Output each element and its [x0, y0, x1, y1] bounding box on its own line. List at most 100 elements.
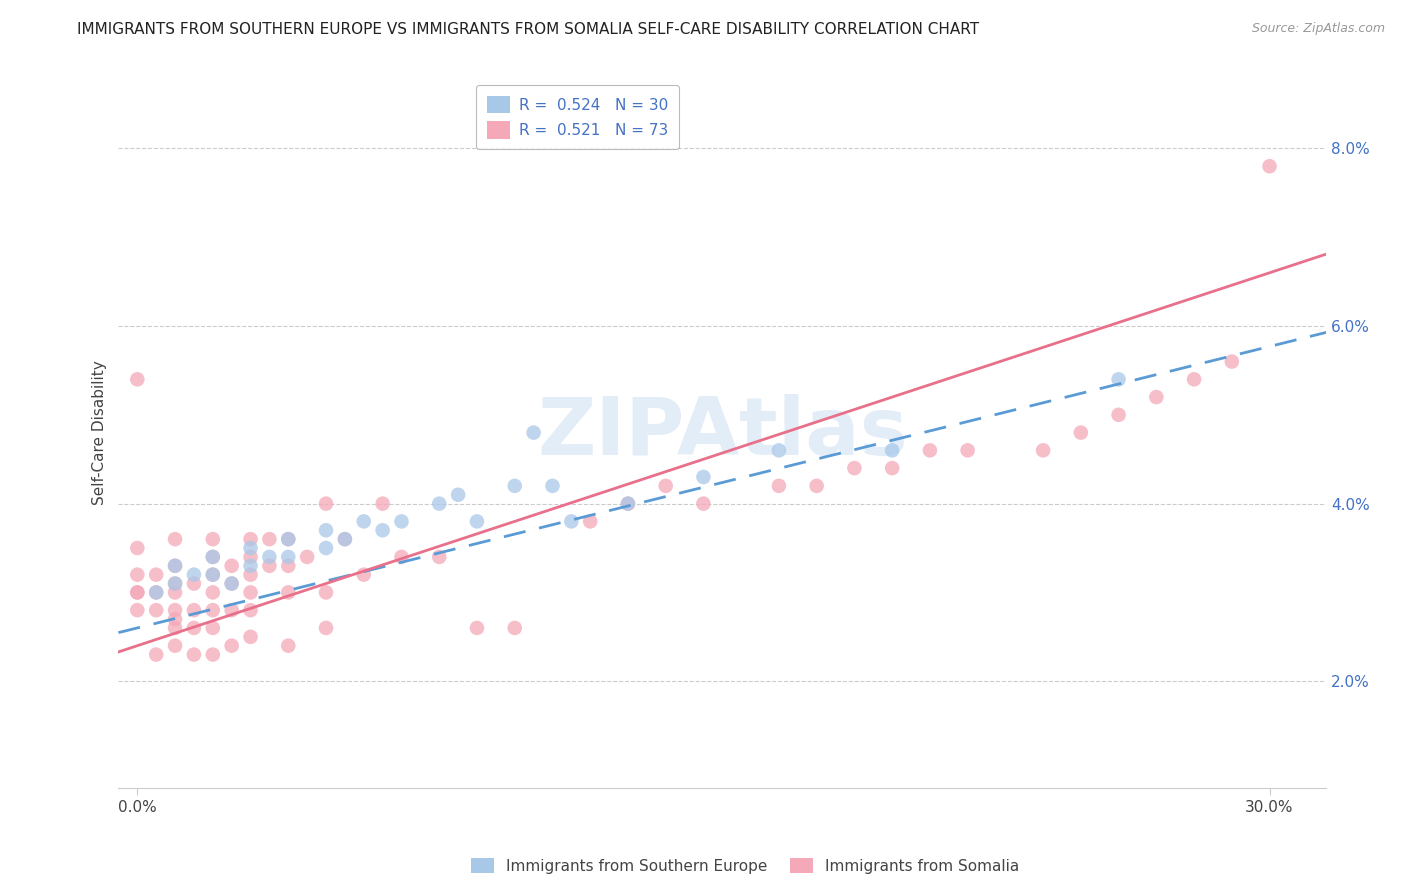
Point	[353, 567, 375, 582]
Point	[1070, 425, 1092, 440]
Point	[315, 621, 337, 635]
Point	[882, 443, 904, 458]
Point	[654, 479, 676, 493]
Point	[617, 497, 640, 511]
Point	[127, 603, 149, 617]
Point	[768, 443, 790, 458]
Point	[239, 567, 262, 582]
Point	[165, 639, 187, 653]
Point	[259, 532, 281, 546]
Point	[165, 576, 187, 591]
Point	[447, 488, 470, 502]
Point	[277, 558, 299, 573]
Point	[201, 648, 224, 662]
Point	[239, 585, 262, 599]
Point	[127, 585, 149, 599]
Point	[165, 585, 187, 599]
Point	[259, 549, 281, 564]
Point	[579, 515, 602, 529]
Point	[503, 479, 526, 493]
Point	[145, 567, 167, 582]
Point	[1258, 159, 1281, 173]
Point	[315, 497, 337, 511]
Point	[617, 497, 640, 511]
Point	[183, 567, 205, 582]
Point	[221, 558, 243, 573]
Point	[315, 523, 337, 537]
Point	[277, 585, 299, 599]
Text: Source: ZipAtlas.com: Source: ZipAtlas.com	[1251, 22, 1385, 36]
Point	[165, 558, 187, 573]
Point	[239, 541, 262, 555]
Legend: Immigrants from Southern Europe, Immigrants from Somalia: Immigrants from Southern Europe, Immigra…	[464, 852, 1026, 880]
Point	[201, 621, 224, 635]
Point	[183, 648, 205, 662]
Point	[918, 443, 941, 458]
Point	[201, 603, 224, 617]
Point	[692, 470, 714, 484]
Point	[541, 479, 564, 493]
Point	[165, 558, 187, 573]
Point	[371, 523, 394, 537]
Point	[956, 443, 979, 458]
Point	[391, 549, 413, 564]
Point	[145, 603, 167, 617]
Point	[239, 603, 262, 617]
Point	[882, 461, 904, 475]
Point	[315, 541, 337, 555]
Point	[145, 585, 167, 599]
Point	[127, 585, 149, 599]
Point	[201, 532, 224, 546]
Point	[295, 549, 318, 564]
Point	[239, 630, 262, 644]
Point	[465, 515, 488, 529]
Point	[692, 497, 714, 511]
Point	[1144, 390, 1167, 404]
Point	[201, 585, 224, 599]
Point	[523, 425, 546, 440]
Point	[1182, 372, 1205, 386]
Point	[165, 532, 187, 546]
Point	[201, 549, 224, 564]
Point	[127, 567, 149, 582]
Point	[768, 479, 790, 493]
Point	[165, 603, 187, 617]
Point	[165, 612, 187, 626]
Point	[277, 549, 299, 564]
Point	[333, 532, 356, 546]
Point	[427, 549, 450, 564]
Point	[391, 515, 413, 529]
Point	[183, 576, 205, 591]
Point	[165, 576, 187, 591]
Point	[201, 567, 224, 582]
Point	[1108, 408, 1130, 422]
Point	[221, 576, 243, 591]
Point	[806, 479, 828, 493]
Point	[259, 558, 281, 573]
Text: ZIPAtlas: ZIPAtlas	[537, 393, 908, 472]
Point	[844, 461, 866, 475]
Point	[560, 515, 582, 529]
Point	[145, 648, 167, 662]
Point	[277, 532, 299, 546]
Point	[353, 515, 375, 529]
Point	[1032, 443, 1054, 458]
Point	[427, 497, 450, 511]
Point	[503, 621, 526, 635]
Point	[183, 621, 205, 635]
Y-axis label: Self-Care Disability: Self-Care Disability	[93, 360, 107, 505]
Point	[201, 567, 224, 582]
Point	[165, 621, 187, 635]
Point	[1220, 354, 1243, 368]
Point	[221, 576, 243, 591]
Point	[127, 372, 149, 386]
Point	[1108, 372, 1130, 386]
Point	[239, 532, 262, 546]
Point	[221, 603, 243, 617]
Point	[277, 639, 299, 653]
Point	[315, 585, 337, 599]
Point	[183, 603, 205, 617]
Point	[333, 532, 356, 546]
Point	[239, 549, 262, 564]
Legend: R =  0.524   N = 30, R =  0.521   N = 73: R = 0.524 N = 30, R = 0.521 N = 73	[477, 85, 679, 149]
